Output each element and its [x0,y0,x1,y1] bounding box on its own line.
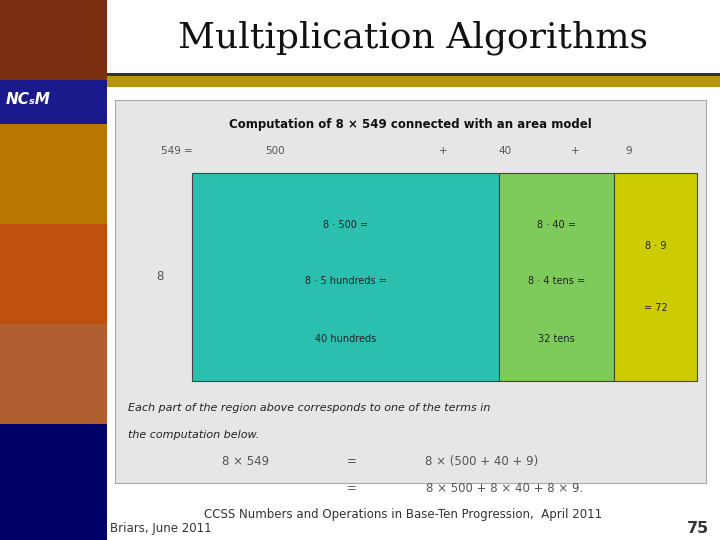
Text: 40: 40 [498,146,511,156]
Bar [107,76,720,87]
Text: 8 · 4 tens =: 8 · 4 tens = [528,276,585,286]
Text: 8 × 549: 8 × 549 [222,455,269,468]
Text: 40 hundreds: 40 hundreds [315,334,376,344]
Bar [0,80,107,124]
Text: NCₛM: NCₛM [6,92,50,107]
Text: 75: 75 [687,521,709,536]
Bar [0,324,107,424]
Text: 8 · 40 =: 8 · 40 = [537,220,576,230]
Bar [0,224,107,324]
Text: 9: 9 [626,146,632,156]
Bar [0,0,107,80]
Bar [115,100,706,483]
Text: 8 × (500 + 40 + 9): 8 × (500 + 40 + 9) [425,455,538,468]
Text: 8: 8 [156,270,163,284]
Text: the computation below.: the computation below. [128,430,259,440]
Bar [107,73,720,76]
Text: Each part of the region above corresponds to one of the terms in: Each part of the region above correspond… [128,403,490,413]
Text: 8 · 500 =: 8 · 500 = [323,220,368,230]
Text: 32 tens: 32 tens [538,334,575,344]
Bar [0,424,107,540]
Text: =: = [346,455,356,468]
Text: 8 × 500 + 8 × 40 + 8 × 9.: 8 × 500 + 8 × 40 + 8 × 9. [426,482,583,495]
Bar [499,173,614,381]
Text: 500: 500 [265,146,284,156]
Text: 8 · 5 hundreds =: 8 · 5 hundreds = [305,276,387,286]
Text: Briars, June 2011: Briars, June 2011 [110,522,212,535]
Text: +: + [572,146,580,156]
Text: =: = [346,482,356,495]
Text: +: + [438,146,447,156]
Bar [0,124,107,224]
Text: 8 · 9: 8 · 9 [644,240,666,251]
Text: Multiplication Algorithms: Multiplication Algorithms [179,21,648,55]
Text: = 72: = 72 [644,303,667,313]
Text: CCSS Numbers and Operations in Base-Ten Progression,  April 2011: CCSS Numbers and Operations in Base-Ten … [204,508,602,521]
Bar [614,173,697,381]
Text: 549 =: 549 = [161,146,193,156]
Bar [192,173,499,381]
Text: Computation of 8 × 549 connected with an area model: Computation of 8 × 549 connected with an… [229,118,592,131]
